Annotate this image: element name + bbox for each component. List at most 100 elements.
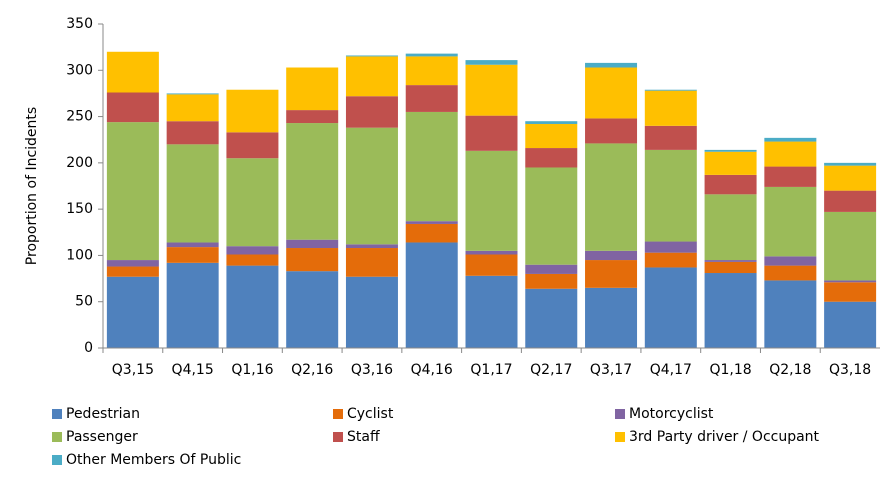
y-tick-label: 0	[84, 340, 93, 356]
x-tick-label: Q4,17	[650, 362, 692, 378]
bar-segment	[166, 93, 219, 95]
x-tick-label: Q2,16	[291, 362, 333, 378]
x-tick-label: Q1,17	[470, 362, 512, 378]
bar-segment	[585, 250, 638, 261]
bar-segment	[824, 162, 877, 166]
bar-segment	[106, 276, 159, 348]
bar-segment	[525, 288, 578, 348]
bar-segment	[644, 267, 697, 348]
bar-segment	[824, 301, 877, 348]
bar-segment	[764, 141, 817, 167]
bar-segment	[824, 211, 877, 281]
bar-segment	[644, 90, 697, 126]
bar-segment	[764, 256, 817, 266]
bar-segment	[585, 118, 638, 144]
y-tick-label: 150	[66, 201, 93, 217]
bar-segment	[764, 265, 817, 281]
bar-segment	[286, 123, 339, 240]
bar-segment	[345, 244, 398, 249]
bar-segment	[286, 239, 339, 249]
bar-segment	[465, 115, 518, 151]
bar-segment	[226, 246, 279, 255]
bar-segment	[166, 262, 219, 348]
bar-segment	[704, 149, 757, 152]
bar-segment	[585, 143, 638, 251]
bar-segment	[824, 280, 877, 283]
bar-segment	[286, 271, 339, 348]
bar-segment	[525, 264, 578, 274]
legend-swatch	[333, 432, 343, 442]
bar-segment	[824, 190, 877, 212]
bar-segment	[345, 55, 398, 57]
x-tick-label: Q3,15	[112, 362, 154, 378]
bar-segment	[106, 92, 159, 123]
bar-segment	[704, 174, 757, 195]
legend-swatch	[52, 409, 62, 419]
bar-segment	[764, 137, 817, 142]
bar-segment	[465, 250, 518, 255]
bar-segment	[704, 151, 757, 175]
bar-segment	[345, 127, 398, 245]
bar-segment	[226, 158, 279, 247]
bar-segment	[166, 144, 219, 243]
bar-segment	[106, 260, 159, 267]
bar-segment	[405, 221, 458, 224]
bar-segment	[226, 89, 279, 133]
legend-swatch	[333, 409, 343, 419]
bar-segment	[345, 96, 398, 128]
y-tick-label: 300	[66, 62, 93, 78]
legend-label: Motorcyclist	[629, 406, 714, 422]
bar-segment	[405, 111, 458, 222]
x-tick-label: Q2,18	[769, 362, 811, 378]
bar-segment	[405, 85, 458, 112]
x-tick-label: Q4,16	[411, 362, 453, 378]
bar-segment	[465, 64, 518, 116]
bar-segment	[824, 282, 877, 302]
bar-segment	[226, 132, 279, 159]
bar-segment	[644, 149, 697, 242]
bar-segment	[345, 56, 398, 97]
bar-segment	[824, 165, 877, 191]
legend-label: Passenger	[66, 429, 138, 445]
bar-segment	[764, 280, 817, 348]
bar-segment	[226, 254, 279, 266]
bar-segment	[106, 51, 159, 93]
bar-segment	[585, 260, 638, 288]
bar-segment	[286, 248, 339, 272]
bar-segment	[644, 241, 697, 253]
bar-segment	[286, 110, 339, 124]
bar-segment	[525, 273, 578, 289]
legend-label: 3rd Party driver / Occupant	[629, 429, 820, 445]
x-tick-label: Q3,18	[829, 362, 871, 378]
bar-segment	[345, 248, 398, 277]
bar-segment	[764, 166, 817, 187]
bar-segment	[226, 265, 279, 348]
x-tick-label: Q1,16	[231, 362, 273, 378]
bar-segment	[166, 242, 219, 248]
y-tick-label: 100	[66, 247, 93, 263]
bar-segment	[704, 261, 757, 274]
y-tick-label: 350	[66, 16, 93, 32]
bar-segment	[525, 123, 578, 149]
x-tick-label: Q3,17	[590, 362, 632, 378]
y-tick-label: 250	[66, 109, 93, 125]
bar-segment	[166, 247, 219, 263]
bar-segment	[704, 273, 757, 348]
bar-segment	[465, 150, 518, 251]
bar-segment	[405, 53, 458, 57]
bar-segment	[405, 56, 458, 86]
legend-swatch	[615, 409, 625, 419]
bar-segment	[585, 62, 638, 68]
bar-segment	[286, 67, 339, 111]
bar-segment	[106, 122, 159, 261]
bar-segment	[106, 266, 159, 277]
bar-segment	[405, 223, 458, 243]
y-axis-label: Proportion of Incidents	[24, 107, 40, 265]
legend-label: Staff	[347, 429, 380, 445]
bar-segment	[465, 275, 518, 348]
legend-swatch	[615, 432, 625, 442]
legend-label: Pedestrian	[66, 406, 140, 422]
bar-segment	[644, 89, 697, 91]
x-tick-label: Q1,18	[709, 362, 751, 378]
